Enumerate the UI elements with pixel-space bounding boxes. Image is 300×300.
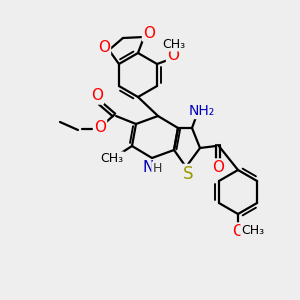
Text: O: O — [91, 88, 103, 104]
Text: O: O — [167, 49, 179, 64]
Text: O: O — [143, 26, 155, 40]
Text: NH: NH — [192, 104, 212, 118]
Text: CH₃: CH₃ — [100, 152, 124, 166]
Text: O: O — [94, 119, 106, 134]
Text: O: O — [212, 160, 224, 175]
Text: O: O — [98, 40, 110, 55]
Text: S: S — [183, 165, 193, 183]
Text: CH₃: CH₃ — [163, 38, 186, 50]
Text: H: H — [152, 163, 162, 176]
Text: O: O — [232, 224, 244, 238]
Text: CH₃: CH₃ — [242, 224, 265, 238]
Text: NH₂: NH₂ — [189, 104, 215, 118]
Text: N: N — [142, 160, 154, 175]
